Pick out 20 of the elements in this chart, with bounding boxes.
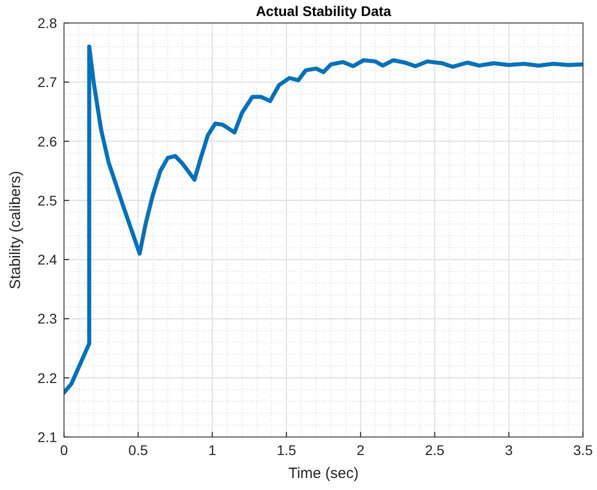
x-tick-label: 2: [356, 442, 365, 458]
x-tick-label: 3.5: [573, 442, 593, 458]
y-tick-label: 2.1: [38, 429, 58, 445]
y-tick-label: 2.8: [38, 15, 58, 31]
x-tick-label: 0.5: [128, 442, 148, 458]
y-tick-label: 2.3: [38, 310, 58, 327]
y-tick-label: 2.6: [38, 133, 58, 150]
y-axis-title: Stability (calibers): [7, 170, 24, 290]
line-series: [64, 44, 583, 395]
y-tick-label: 2.4: [38, 252, 58, 268]
x-tick-label: 1: [208, 442, 216, 458]
x-tick-label: 2.5: [424, 442, 445, 458]
x-tick-label: 0: [60, 442, 68, 458]
y-tick-label: 2.2: [38, 370, 58, 386]
y-tick-label: 2.7: [38, 74, 58, 90]
x-axis-title: Time (sec): [288, 465, 359, 482]
chart-title: Actual Stability Data: [256, 3, 392, 19]
x-tick-label: 1.5: [276, 442, 296, 458]
y-tick-label: 2.5: [38, 192, 58, 208]
x-tick-label: 3: [504, 442, 513, 458]
